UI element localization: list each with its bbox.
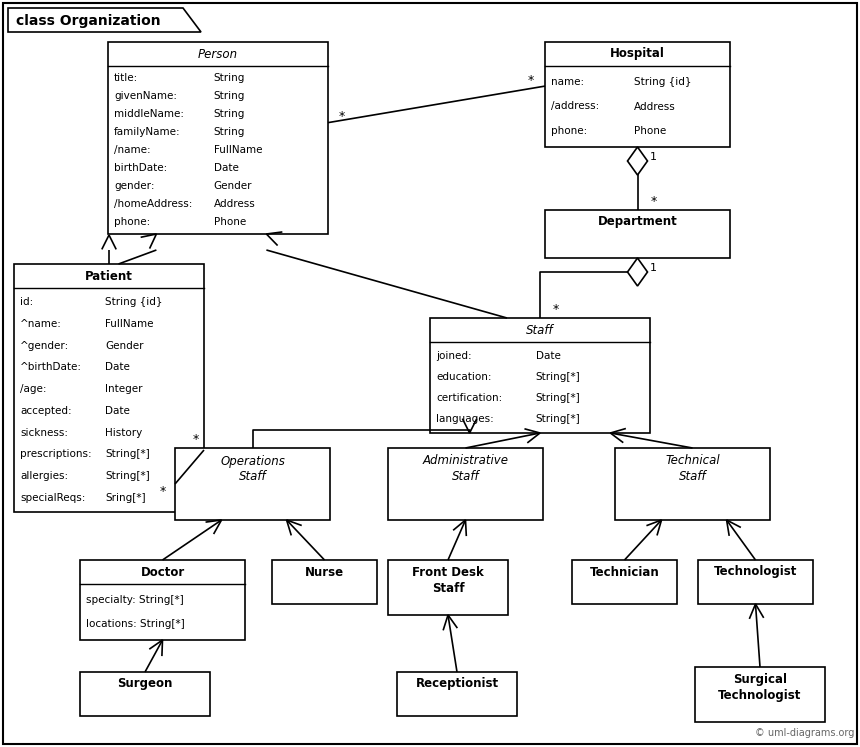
Text: String[*]: String[*] — [105, 450, 150, 459]
Text: String[*]: String[*] — [536, 415, 580, 424]
Text: Phone: Phone — [634, 126, 666, 136]
Text: Surgical
Technologist: Surgical Technologist — [718, 674, 802, 702]
Text: Department: Department — [598, 215, 678, 229]
Text: Staff: Staff — [526, 323, 554, 336]
Bar — [272, 560, 377, 604]
Text: languages:: languages: — [436, 415, 494, 424]
Text: Doctor: Doctor — [140, 565, 185, 578]
Text: id:: id: — [20, 297, 34, 307]
Bar — [14, 264, 204, 512]
Text: Hospital: Hospital — [610, 48, 665, 61]
Text: Date: Date — [105, 406, 130, 416]
Text: allergies:: allergies: — [20, 471, 68, 481]
Polygon shape — [628, 147, 648, 175]
Text: String[*]: String[*] — [536, 372, 580, 382]
Text: Front Desk
Staff: Front Desk Staff — [412, 566, 484, 595]
Text: String: String — [213, 109, 245, 119]
Bar — [80, 560, 245, 640]
Text: String[*]: String[*] — [105, 471, 150, 481]
Text: ^birthDate:: ^birthDate: — [20, 362, 82, 372]
Text: /age:: /age: — [20, 384, 46, 394]
Text: certification:: certification: — [436, 393, 502, 403]
Text: sickness:: sickness: — [20, 427, 68, 438]
Text: specialty: String[*]: specialty: String[*] — [86, 595, 184, 605]
Text: Operations
Staff: Operations Staff — [220, 454, 285, 483]
Text: givenName:: givenName: — [114, 91, 177, 101]
Text: title:: title: — [114, 72, 138, 83]
Bar — [388, 448, 543, 520]
Text: prescriptions:: prescriptions: — [20, 450, 92, 459]
Text: Surgeon: Surgeon — [117, 678, 173, 690]
Text: 1: 1 — [650, 152, 657, 162]
Bar — [175, 448, 330, 520]
Text: *: * — [528, 74, 534, 87]
Text: Phone: Phone — [213, 217, 246, 227]
Text: *: * — [160, 486, 166, 498]
Text: accepted:: accepted: — [20, 406, 71, 416]
Text: FullName: FullName — [105, 319, 154, 329]
Text: String {id}: String {id} — [634, 77, 691, 87]
Bar — [388, 560, 508, 615]
Text: Person: Person — [198, 48, 238, 61]
Text: String {id}: String {id} — [105, 297, 163, 307]
Text: 1: 1 — [650, 263, 657, 273]
Text: Gender: Gender — [105, 341, 144, 350]
Text: *: * — [650, 196, 657, 208]
Bar — [545, 210, 730, 258]
Text: gender:: gender: — [114, 181, 155, 191]
Text: /homeAddress:: /homeAddress: — [114, 199, 193, 209]
Text: Date: Date — [105, 362, 130, 372]
Polygon shape — [628, 258, 648, 286]
Text: Receptionist: Receptionist — [415, 678, 499, 690]
Text: Date: Date — [213, 163, 238, 173]
Text: Sring[*]: Sring[*] — [105, 493, 146, 503]
Text: middleName:: middleName: — [114, 109, 184, 119]
Text: *: * — [193, 433, 200, 447]
Text: Integer: Integer — [105, 384, 143, 394]
Bar — [615, 448, 770, 520]
Text: FullName: FullName — [213, 145, 262, 155]
Text: String: String — [213, 91, 245, 101]
Text: class Organization: class Organization — [16, 14, 161, 28]
Bar — [545, 42, 730, 147]
Text: String: String — [213, 72, 245, 83]
Text: ^gender:: ^gender: — [20, 341, 70, 350]
Bar — [80, 672, 210, 716]
Text: Address: Address — [213, 199, 255, 209]
Bar — [397, 672, 517, 716]
Text: Administrative
Staff: Administrative Staff — [422, 454, 508, 483]
Text: birthDate:: birthDate: — [114, 163, 167, 173]
Text: name:: name: — [551, 77, 584, 87]
Text: /address:: /address: — [551, 102, 599, 111]
Text: Patient: Patient — [85, 270, 133, 282]
Text: phone:: phone: — [114, 217, 150, 227]
Text: Gender: Gender — [213, 181, 252, 191]
Text: phone:: phone: — [551, 126, 587, 136]
Text: joined:: joined: — [436, 351, 471, 361]
Text: Technologist: Technologist — [714, 565, 797, 578]
Text: ^name:: ^name: — [20, 319, 62, 329]
Text: /name:: /name: — [114, 145, 150, 155]
Text: String: String — [213, 127, 245, 137]
Bar — [698, 560, 813, 604]
Text: Nurse: Nurse — [305, 565, 344, 578]
Text: Address: Address — [634, 102, 676, 111]
Text: Date: Date — [536, 351, 561, 361]
Text: specialReqs:: specialReqs: — [20, 493, 85, 503]
Bar — [695, 667, 825, 722]
Text: String[*]: String[*] — [536, 393, 580, 403]
Text: Technical
Staff: Technical Staff — [665, 454, 720, 483]
Text: © uml-diagrams.org: © uml-diagrams.org — [755, 728, 854, 738]
Text: History: History — [105, 427, 143, 438]
Bar — [572, 560, 677, 604]
Text: familyName:: familyName: — [114, 127, 181, 137]
Bar — [108, 42, 328, 234]
Text: education:: education: — [436, 372, 492, 382]
Text: *: * — [339, 110, 345, 123]
Bar — [430, 318, 650, 433]
Text: locations: String[*]: locations: String[*] — [86, 619, 185, 629]
Text: Technician: Technician — [590, 565, 660, 578]
Text: *: * — [553, 303, 559, 317]
Polygon shape — [8, 8, 201, 32]
